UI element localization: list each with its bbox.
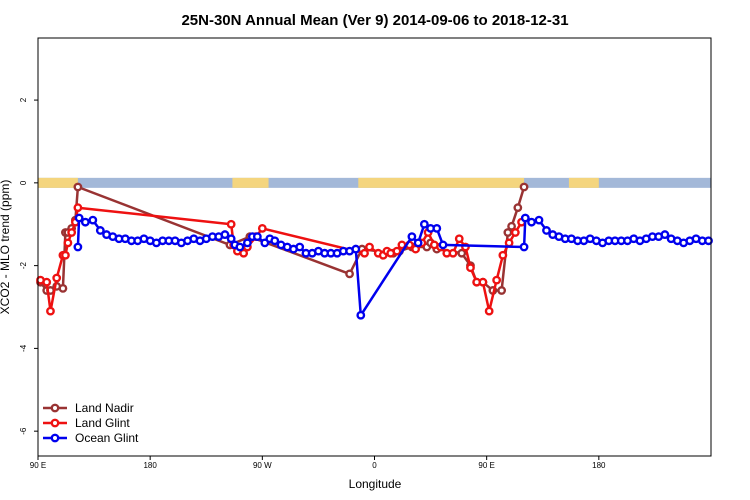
data-point — [252, 232, 262, 242]
legend-swatch-marker — [50, 433, 60, 443]
plot-frame — [37, 37, 712, 457]
data-point — [67, 228, 77, 237]
data-point — [220, 230, 230, 239]
data-point — [513, 203, 523, 213]
data-point — [432, 223, 442, 233]
y-axis-label: XCO2 - MLO trend (ppm) — [0, 180, 12, 315]
data-point — [497, 286, 507, 295]
data-point — [95, 226, 105, 235]
data-point — [239, 248, 249, 258]
legend-swatch-marker — [50, 418, 60, 428]
x-tick-label: 0 — [372, 461, 377, 470]
legend-item: Ocean Glint — [43, 431, 139, 445]
data-point — [504, 238, 514, 248]
data-point — [226, 234, 236, 244]
y-tick-label: -2 — [19, 262, 28, 270]
x-axis-label: Longitude — [349, 477, 402, 491]
legend-label: Land Glint — [75, 416, 130, 430]
data-point — [704, 236, 713, 246]
legend-swatch-marker — [50, 403, 60, 413]
y-tick-label: 0 — [19, 180, 28, 185]
series-land-glint — [36, 203, 526, 316]
y-tick-label: -6 — [19, 427, 28, 435]
data-point — [498, 250, 508, 260]
data-point — [356, 310, 366, 320]
data-point — [519, 182, 529, 192]
data-point — [413, 238, 423, 248]
data-point — [360, 248, 369, 258]
data-point — [438, 240, 448, 250]
data-point — [88, 215, 98, 225]
data-point — [519, 242, 529, 252]
data-point — [270, 236, 280, 246]
data-point — [534, 215, 544, 225]
data-point — [63, 238, 73, 248]
data-point — [235, 242, 245, 252]
data-point — [419, 219, 429, 229]
data-point — [660, 230, 670, 239]
data-point — [466, 263, 475, 273]
series-ocean-glint — [73, 213, 713, 320]
data-point — [257, 223, 267, 233]
data-point — [345, 269, 354, 279]
series-line — [40, 206, 523, 312]
y-tick-label: -4 — [19, 344, 28, 352]
data-point — [73, 203, 83, 213]
data-point — [392, 246, 402, 256]
legend-label: Land Nadir — [75, 401, 134, 415]
data-point — [492, 275, 502, 285]
data-point — [484, 306, 494, 316]
land-band-2 — [358, 177, 525, 188]
series-layer — [36, 182, 713, 320]
data-point — [242, 238, 252, 248]
legend-label: Ocean Glint — [75, 431, 139, 445]
data-point — [74, 213, 84, 223]
data-point — [295, 242, 305, 252]
series-line — [76, 215, 709, 320]
y-tick-label: 2 — [19, 97, 28, 102]
data-point — [351, 244, 361, 254]
x-axis: 90 E 180 90 W 0 90 E 180 — [30, 456, 606, 470]
legend-item: Land Nadir — [43, 401, 134, 415]
x-tick-label: 90 E — [30, 461, 46, 470]
data-point — [454, 234, 464, 244]
data-point — [507, 221, 516, 231]
x-tick-label: 180 — [592, 461, 606, 470]
data-point — [226, 219, 236, 229]
data-point — [520, 213, 530, 223]
land-ocean-band — [38, 177, 711, 188]
data-point — [527, 217, 536, 227]
y-axis: 2 0 -2 -4 -6 — [19, 97, 38, 435]
data-point — [365, 242, 374, 252]
data-point — [478, 277, 488, 287]
land-band-0 — [38, 177, 78, 188]
x-tick-label: 180 — [143, 461, 157, 470]
data-point — [510, 228, 520, 237]
data-point — [80, 217, 90, 227]
data-point — [542, 226, 551, 235]
data-point — [457, 248, 467, 258]
data-point — [42, 277, 52, 287]
x-tick-label: 90 E — [478, 461, 494, 470]
data-point — [73, 182, 83, 192]
data-point — [448, 248, 458, 258]
chart-title: 25N-30N Annual Mean (Ver 9) 2014-09-06 t… — [181, 12, 568, 29]
x-tick-label: 90 W — [253, 461, 272, 470]
data-point — [61, 250, 70, 260]
land-band-3 — [568, 177, 599, 188]
land-band-1 — [232, 177, 269, 188]
legend-item: Land Glint — [43, 416, 130, 430]
data-point — [58, 283, 68, 293]
data-point — [407, 232, 417, 242]
data-point — [46, 306, 55, 316]
data-point — [52, 273, 62, 283]
data-point — [73, 242, 83, 252]
